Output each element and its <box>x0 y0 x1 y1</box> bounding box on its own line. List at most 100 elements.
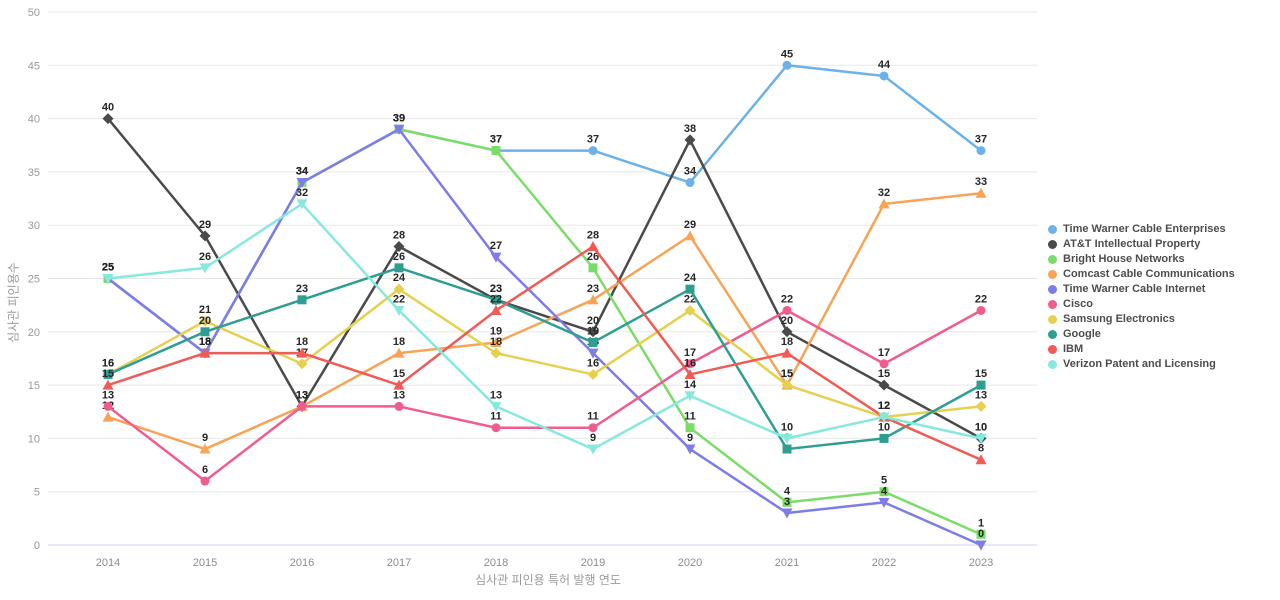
y-tick-label: 30 <box>28 220 40 232</box>
data-point-label: 40 <box>102 102 114 114</box>
data-point-label: 11 <box>490 411 502 423</box>
data-point-label: 24 <box>684 272 697 284</box>
data-point-label: 34 <box>684 166 697 178</box>
data-point-label: 38 <box>684 123 696 135</box>
data-point-label: 15 <box>393 368 405 380</box>
data-point-label: 8 <box>978 443 984 455</box>
data-point-label: 3 <box>784 496 790 508</box>
data-point-label: 21 <box>199 304 211 316</box>
data-point-label: 18 <box>781 336 793 348</box>
data-point-label: 22 <box>781 293 793 305</box>
legend-item[interactable]: Time Warner Cable Internet <box>1048 282 1235 297</box>
x-tick-label: 2016 <box>290 557 314 569</box>
x-tick-label: 2017 <box>387 557 411 569</box>
data-point-label: 32 <box>878 187 890 199</box>
data-point-label: 26 <box>393 251 405 263</box>
y-tick-label: 40 <box>28 114 40 126</box>
data-point-label: 0 <box>978 528 984 540</box>
legend-item[interactable]: AT&T Intellectual Property <box>1048 237 1235 252</box>
data-point-label: 19 <box>587 325 599 337</box>
data-point-label: 32 <box>296 187 308 199</box>
data-point-label: 22 <box>490 293 502 305</box>
series-group: 40 29 13 28 23 20 38 20 15 10 <box>102 102 987 444</box>
y-tick-label: 45 <box>28 60 40 72</box>
data-point-label: 16 <box>587 357 599 369</box>
data-point-label: 34 <box>296 166 309 178</box>
series-line <box>106 266 983 451</box>
data-point-label: 18 <box>199 336 211 348</box>
data-point-label: 12 <box>878 400 890 412</box>
series-group: 16 20 23 26 23 19 24 9 10 15 <box>102 251 987 454</box>
series-line <box>106 202 983 451</box>
data-point-label: 5 <box>881 475 887 487</box>
data-point-label: 29 <box>684 219 696 231</box>
data-point-label: 18 <box>393 336 405 348</box>
legend-series-dot-icon <box>1048 225 1057 234</box>
data-point-label: 27 <box>490 240 502 252</box>
legend-item[interactable]: Samsung Electronics <box>1048 312 1235 327</box>
legend-series-label: Samsung Electronics <box>1063 313 1175 325</box>
data-point-label: 34 <box>296 166 309 178</box>
data-point-label: 15 <box>781 368 793 380</box>
x-tick-label: 2022 <box>872 557 896 569</box>
y-tick-label: 0 <box>34 540 40 552</box>
data-point-label: 44 <box>878 59 891 71</box>
legend-series-label: Time Warner Cable Enterprises <box>1063 223 1226 235</box>
x-tick-label: 2019 <box>581 557 605 569</box>
x-tick-label: 2014 <box>96 557 120 569</box>
data-point-label: 13 <box>975 389 987 401</box>
data-point-label: 15 <box>878 368 890 380</box>
data-point-label: 10 <box>878 421 890 433</box>
data-point-label: 4 <box>881 485 888 497</box>
data-point-label: 17 <box>878 347 890 359</box>
data-point-label: 26 <box>587 251 599 263</box>
data-point-label: 24 <box>393 272 406 284</box>
legend-item[interactable]: Google <box>1048 327 1235 342</box>
data-point-label: 20 <box>587 315 599 327</box>
data-point-label: 15 <box>975 368 987 380</box>
y-tick-label: 35 <box>28 167 40 179</box>
data-point-label: 4 <box>784 485 791 497</box>
data-point-label: 17 <box>684 347 696 359</box>
data-point-label: 28 <box>587 230 599 242</box>
legend-item[interactable]: IBM <box>1048 342 1235 357</box>
data-point-label: 6 <box>202 464 208 476</box>
data-point-label: 28 <box>393 230 405 242</box>
data-point-label: 13 <box>296 389 308 401</box>
series-line <box>106 287 983 419</box>
legend-item[interactable]: Comcast Cable Communications <box>1048 267 1235 282</box>
legend-series-dot-icon <box>1048 315 1057 324</box>
legend-item[interactable]: Time Warner Cable Enterprises <box>1048 222 1235 237</box>
legend-series-dot-icon <box>1048 240 1057 249</box>
data-point-label: 15 <box>781 368 793 380</box>
y-tick-label: 5 <box>34 487 40 499</box>
data-point-label: 18 <box>490 336 502 348</box>
data-point-label: 13 <box>102 389 114 401</box>
data-point-label: 18 <box>199 336 211 348</box>
data-point-label: 20 <box>199 315 211 327</box>
legend-series-label: IBM <box>1063 343 1084 355</box>
y-tick-label: 20 <box>28 327 40 339</box>
x-axis-labels: 2014 2015 2016 2017 2018 2019 2020 2021 2022 2023 <box>96 557 993 569</box>
data-point-label: 23 <box>490 283 502 295</box>
data-point-label: 18 <box>199 336 211 348</box>
y-tick-label: 25 <box>28 274 40 286</box>
data-point-label: 37 <box>587 134 599 146</box>
legend-series-dot-icon <box>1048 270 1057 279</box>
data-point-label: 22 <box>393 293 405 305</box>
data-point-label: 23 <box>296 283 308 295</box>
data-point-label: 9 <box>590 432 596 444</box>
series-line <box>106 117 983 440</box>
data-point-label: 10 <box>975 421 987 433</box>
data-point-label: 16 <box>102 357 114 369</box>
data-point-label: 25 <box>102 262 114 274</box>
legend-item[interactable]: Cisco <box>1048 297 1235 312</box>
data-point-label: 39 <box>393 112 405 124</box>
series-group: 25 18 34 39 37 37 34 45 44 37 <box>102 48 987 358</box>
y-tick-label: 10 <box>28 433 40 445</box>
legend-item[interactable]: Verizon Patent and Licensing <box>1048 357 1235 372</box>
series-group: 13 6 13 13 11 11 17 22 17 22 <box>102 293 987 486</box>
data-point-label: 18 <box>199 336 211 348</box>
legend-item[interactable]: Bright House Networks <box>1048 252 1235 267</box>
